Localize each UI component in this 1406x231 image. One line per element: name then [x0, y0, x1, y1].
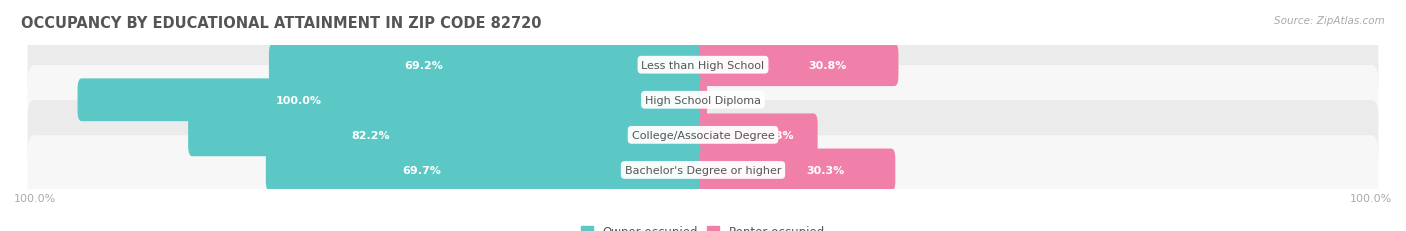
- FancyBboxPatch shape: [699, 44, 898, 87]
- FancyBboxPatch shape: [699, 79, 707, 122]
- Legend: Owner-occupied, Renter-occupied: Owner-occupied, Renter-occupied: [581, 225, 825, 231]
- Text: 0.0%: 0.0%: [723, 95, 754, 105]
- Text: 30.3%: 30.3%: [806, 165, 845, 175]
- FancyBboxPatch shape: [699, 114, 818, 157]
- FancyBboxPatch shape: [28, 31, 1378, 100]
- Text: 100.0%: 100.0%: [14, 193, 56, 203]
- Text: 17.8%: 17.8%: [755, 130, 794, 140]
- FancyBboxPatch shape: [28, 66, 1378, 135]
- Text: Bachelor's Degree or higher: Bachelor's Degree or higher: [624, 165, 782, 175]
- Text: Source: ZipAtlas.com: Source: ZipAtlas.com: [1274, 16, 1385, 26]
- Text: 100.0%: 100.0%: [1350, 193, 1392, 203]
- Text: OCCUPANCY BY EDUCATIONAL ATTAINMENT IN ZIP CODE 82720: OCCUPANCY BY EDUCATIONAL ATTAINMENT IN Z…: [21, 16, 541, 31]
- FancyBboxPatch shape: [77, 79, 707, 122]
- Text: College/Associate Degree: College/Associate Degree: [631, 130, 775, 140]
- FancyBboxPatch shape: [699, 149, 896, 191]
- Text: 69.2%: 69.2%: [404, 61, 443, 70]
- Text: 82.2%: 82.2%: [352, 130, 391, 140]
- Text: 69.7%: 69.7%: [402, 165, 441, 175]
- FancyBboxPatch shape: [28, 101, 1378, 170]
- Text: High School Diploma: High School Diploma: [645, 95, 761, 105]
- FancyBboxPatch shape: [188, 114, 707, 157]
- FancyBboxPatch shape: [28, 136, 1378, 205]
- Text: 100.0%: 100.0%: [276, 95, 322, 105]
- Text: 30.8%: 30.8%: [808, 61, 846, 70]
- Text: Less than High School: Less than High School: [641, 61, 765, 70]
- FancyBboxPatch shape: [266, 149, 707, 191]
- FancyBboxPatch shape: [269, 44, 707, 87]
